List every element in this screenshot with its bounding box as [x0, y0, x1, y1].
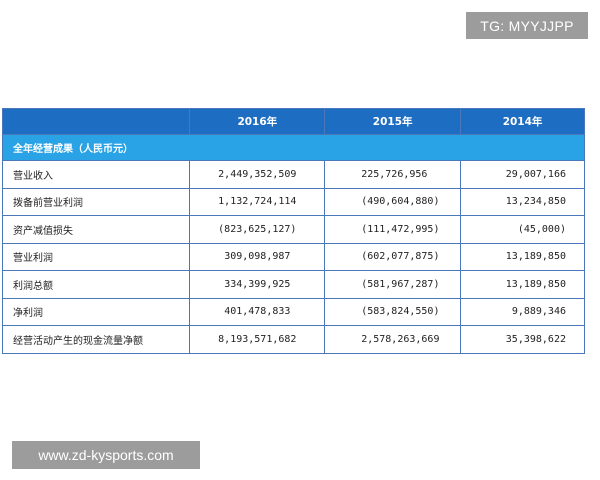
table-row: 拨备前营业利润 1,132,724,114 (490,604,880) 13,2… [1, 187, 585, 216]
value-2015: (111,472,995) [324, 215, 462, 244]
table-row: 净利润 401,478,833 (583,824,550) 9,889,346 [1, 297, 585, 326]
value-2016: 334,399,925 [189, 270, 326, 299]
value-2015: (602,077,875) [324, 242, 462, 271]
value-2015: 2,578,263,669 [324, 325, 462, 354]
value-2016: 309,098,987 [189, 242, 326, 271]
value-2016: 1,132,724,114 [189, 187, 326, 216]
value-2016: 2,449,352,509 [189, 160, 326, 189]
watermark-top-badge: TG: MYYJJPP [466, 12, 588, 39]
value-2016: 8,193,571,682 [189, 325, 326, 354]
value-2015: (490,604,880) [324, 187, 462, 216]
table-row: 利润总额 334,399,925 (581,967,287) 13,189,85… [1, 270, 585, 299]
watermark-bottom-badge: www.zd-kysports.com [12, 441, 200, 469]
section-row: 全年经营成果（人民币元） [2, 134, 585, 161]
table-row: 经营活动产生的现金流量净额 8,193,571,682 2,578,263,66… [1, 325, 585, 354]
row-label: 拨备前营业利润 [1, 187, 191, 216]
row-label: 经营活动产生的现金流量净额 [1, 325, 191, 354]
value-2015: (583,824,550) [324, 297, 462, 326]
value-2014: 35,398,622 [460, 325, 585, 354]
value-2014: 13,189,850 [460, 270, 585, 299]
financial-results-table: 2016年 2015年 2014年 全年经营成果（人民币元） 营业收入 2,44… [1, 108, 585, 354]
value-2014: 13,189,850 [460, 242, 585, 271]
value-2015: (581,967,287) [324, 270, 462, 299]
value-2016: (823,625,127) [189, 215, 326, 244]
table-header-row: 2016年 2015年 2014年 [1, 108, 585, 135]
header-2014: 2014年 [460, 108, 585, 135]
section-title: 全年经营成果（人民币元） [2, 134, 585, 161]
table-row: 资产减值损失 (823,625,127) (111,472,995) (45,0… [1, 215, 585, 244]
value-2015: 225,726,956 [324, 160, 462, 189]
header-blank [1, 108, 191, 135]
header-2016: 2016年 [189, 108, 326, 135]
row-label: 资产减值损失 [1, 215, 191, 244]
row-label: 净利润 [1, 297, 191, 326]
table-row: 营业利润 309,098,987 (602,077,875) 13,189,85… [1, 242, 585, 271]
table-row: 营业收入 2,449,352,509 225,726,956 29,007,16… [1, 160, 585, 189]
value-2014: 9,889,346 [460, 297, 585, 326]
value-2014: (45,000) [460, 215, 585, 244]
value-2016: 401,478,833 [189, 297, 326, 326]
value-2014: 13,234,850 [460, 187, 585, 216]
row-label: 利润总额 [1, 270, 191, 299]
value-2014: 29,007,166 [460, 160, 585, 189]
row-label: 营业利润 [1, 242, 191, 271]
row-label: 营业收入 [1, 160, 191, 189]
header-2015: 2015年 [324, 108, 462, 135]
